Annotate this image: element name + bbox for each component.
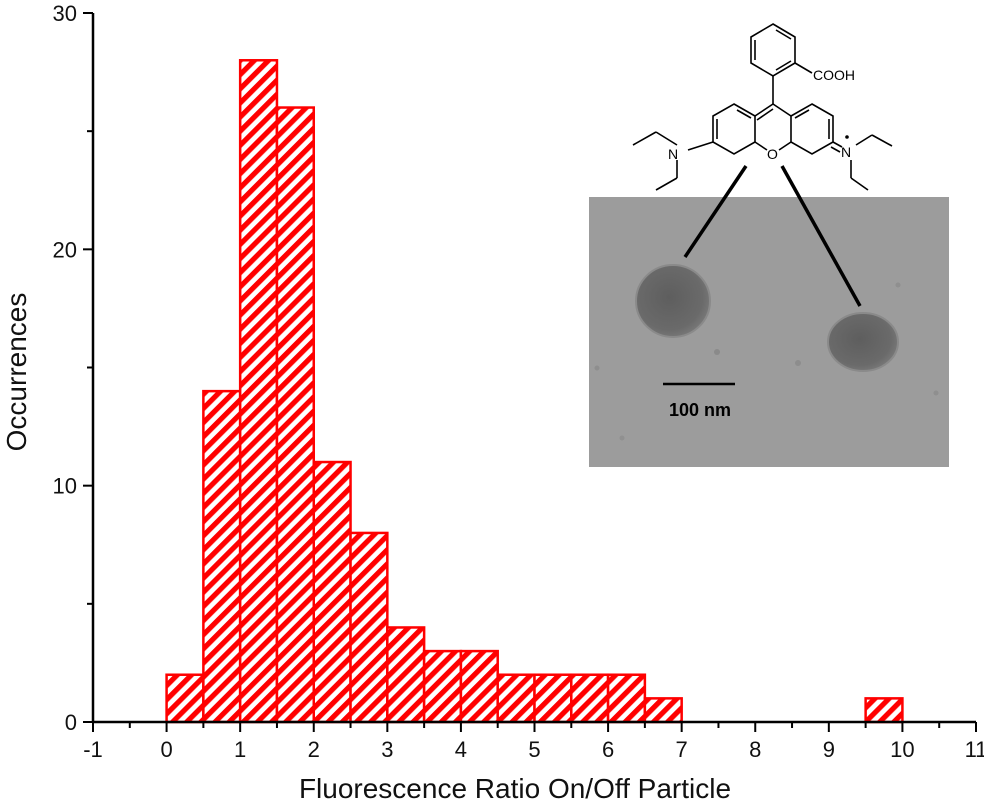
scale-bar-label: 100 nm xyxy=(669,400,731,420)
x-axis-title: Fluorescence Ratio On/Off Particle xyxy=(299,773,731,804)
nanoparticle-right xyxy=(827,312,899,372)
cooh-label: COOH xyxy=(813,67,855,83)
bar-12 xyxy=(606,673,647,724)
x-tick-label: 10 xyxy=(890,737,914,762)
xanthene-right-ring xyxy=(790,103,834,155)
y-tick-label: 30 xyxy=(53,1,77,26)
o-label: O xyxy=(767,146,778,162)
y-ticks: 0 10 20 30 xyxy=(53,1,93,735)
x-tick-label: -1 xyxy=(83,737,103,762)
tem-speck xyxy=(895,282,901,288)
bar-8 xyxy=(459,649,499,724)
bar-10 xyxy=(533,673,573,724)
x-tick-label: 4 xyxy=(455,737,467,762)
pointer-line-left xyxy=(683,165,748,258)
pointer-line-right xyxy=(780,165,862,307)
tem-speck xyxy=(594,365,600,371)
bar-14 xyxy=(864,697,904,724)
y-tick-label: 20 xyxy=(53,237,77,262)
bars-layer xyxy=(165,59,904,724)
tem-micrograph: 100 nm xyxy=(589,165,949,467)
rhodamine-structure xyxy=(632,23,893,191)
x-tick-label: 1 xyxy=(234,737,246,762)
x-tick-label: 6 xyxy=(602,737,614,762)
y-tick-label: 10 xyxy=(53,474,77,499)
bar-6 xyxy=(386,626,426,724)
bar-5 xyxy=(349,531,389,724)
bar-9 xyxy=(496,673,536,724)
nanoparticle-left xyxy=(635,264,711,338)
x-tick-label: 11 xyxy=(965,737,984,762)
tem-speck xyxy=(933,390,939,396)
bar-0 xyxy=(165,673,205,724)
x-tick-label: 5 xyxy=(528,737,540,762)
xanthene-left-ring xyxy=(712,103,756,155)
tem-speck xyxy=(714,349,720,355)
bar-3 xyxy=(275,106,316,724)
tem-speck xyxy=(619,435,625,441)
x-ticks: -1 0 1 2 3 4 5 6 7 8 9 10 11 xyxy=(83,722,984,762)
benzoic-ring xyxy=(750,23,796,77)
tem-speck xyxy=(795,360,801,366)
x-tick-label: 9 xyxy=(823,737,835,762)
x-tick-label: 0 xyxy=(160,737,172,762)
bar-2 xyxy=(238,59,279,724)
left-n-label: N xyxy=(668,146,678,162)
x-tick-label: 3 xyxy=(381,737,393,762)
x-tick-label: 2 xyxy=(308,737,320,762)
x-tick-label: 8 xyxy=(749,737,761,762)
bar-13 xyxy=(643,697,683,724)
bar-4 xyxy=(312,460,352,724)
bar-1 xyxy=(202,389,242,724)
bar-7 xyxy=(422,649,463,724)
y-axis-title: Occurrences xyxy=(1,293,32,452)
bar-11 xyxy=(570,673,610,724)
x-tick-label: 7 xyxy=(676,737,688,762)
y-tick-label: 0 xyxy=(65,710,77,735)
right-n-label: N xyxy=(841,144,851,160)
